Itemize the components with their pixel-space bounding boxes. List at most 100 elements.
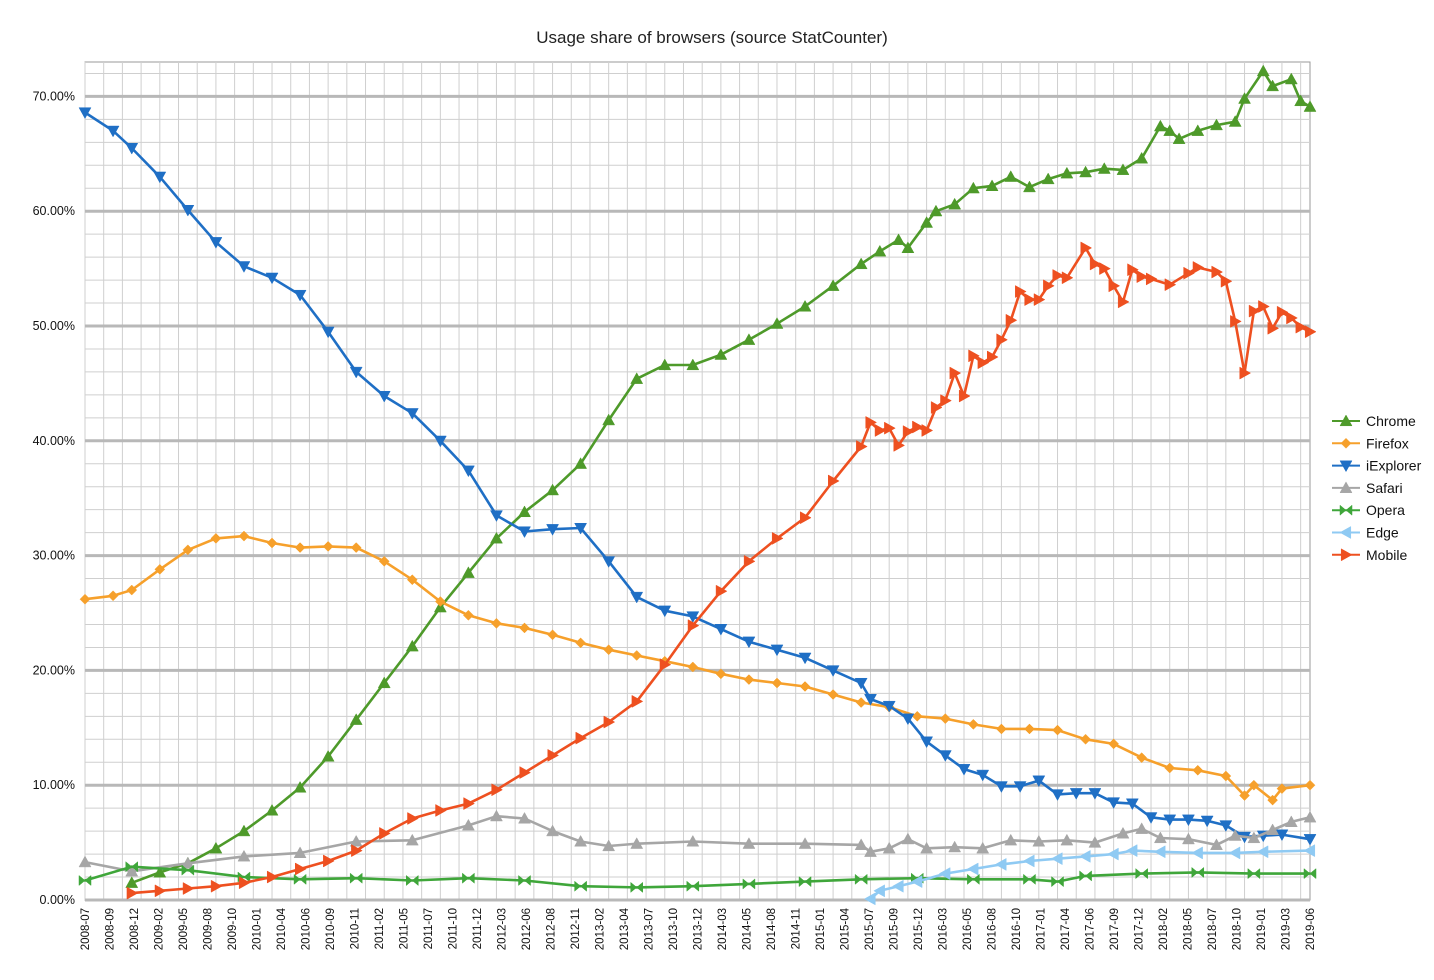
x-tick-label: 2010-11 [350,908,362,949]
x-axis-tick-labels: 2008-07 2008-09 2008-12 2009-02 2009-05 2009-… [80,907,1317,950]
x-tick-label: 2016-05 [962,908,974,950]
data-point-marker [1135,868,1148,880]
data-point-marker [1339,460,1353,473]
x-tick-label: 2012-08 [546,908,558,950]
data-point-marker [902,425,915,439]
x-tick-label: 2011-12 [472,908,484,949]
data-point-marker [920,736,934,749]
data-point-marker [154,884,167,898]
y-tick-label: 40.00% [33,434,75,448]
data-point-marker [349,713,363,725]
legend-label: Chrome [1366,413,1416,429]
data-point-marker [1182,814,1195,827]
data-point-marker [996,333,1008,347]
data-point-marker [602,839,616,852]
data-point-marker [742,837,756,849]
legend-item-firefox: Firefox [1332,435,1409,451]
legend-item-opera: Opera [1332,502,1405,518]
data-point-marker [939,713,951,724]
x-tick-label: 2010-06 [301,908,313,950]
data-point-marker [1164,278,1177,292]
x-tick-label: 2012-11 [570,908,582,949]
data-point-marker [1211,265,1224,279]
x-tick-label: 2008-07 [80,908,92,950]
series-edge [863,844,1316,906]
x-tick-label: 2012-03 [497,908,509,950]
data-point-marker [742,333,756,345]
data-point-marker [864,845,877,857]
data-point-marker [1228,115,1242,127]
data-point-marker [1284,815,1298,827]
data-point-marker [293,289,307,302]
x-tick-label: 2014-11 [791,908,803,949]
data-point-marker [994,781,1008,793]
data-point-marker [1125,798,1139,811]
data-point-marker [920,841,934,854]
data-point-marker [658,605,672,618]
y-tick-label: 0.00% [40,893,75,907]
legend-label: Edge [1366,525,1399,541]
y-axis-tick-labels: 0.00% 10.00% 20.00% 30.00% 40.00% 50.00% 60.00… [33,89,75,907]
data-point-marker [630,837,644,849]
data-point-marker [1135,151,1149,164]
data-point-marker [892,879,904,893]
data-point-marker [463,797,475,810]
data-point-marker [154,564,166,575]
data-point-marker [182,544,194,556]
data-point-marker [771,677,783,689]
data-point-marker [1228,846,1241,860]
data-point-marker [1153,119,1167,132]
data-point-marker [996,723,1007,735]
data-point-marker [1182,832,1195,845]
data-point-marker [237,261,251,273]
data-point-marker [1248,304,1261,318]
data-point-marker [929,204,943,217]
x-tick-label: 2017-06 [1085,908,1097,950]
data-point-marker [125,861,139,873]
data-point-marker [1023,180,1036,193]
data-point-marker [519,766,532,779]
data-point-marker [1192,261,1205,274]
data-point-marker [1116,826,1130,839]
x-tick-label: 2017-12 [1134,908,1146,950]
data-point-marker [826,665,840,677]
data-point-marker [574,880,587,892]
data-point-marker [1340,437,1352,449]
data-point-marker [462,872,475,884]
data-point-marker [125,876,139,888]
data-point-marker [948,840,962,853]
data-point-marker [546,824,559,837]
data-point-marker [1191,124,1205,136]
data-point-marker [546,524,559,536]
series-mobile [126,241,1317,900]
legend-item-mobile: Mobile [1332,547,1407,563]
x-tick-label: 2013-04 [619,907,631,950]
data-point-marker [1163,124,1177,136]
x-tick-label: 2014-05 [742,908,754,950]
series-firefox [79,530,1316,806]
x-tick-label: 2009-02 [154,908,166,950]
data-point-marker [1004,833,1018,846]
data-point-marker [153,171,167,184]
data-point-marker [322,541,334,552]
y-tick-label: 60.00% [33,204,75,218]
data-point-marker [714,624,728,636]
data-point-marker [1088,836,1102,848]
x-tick-label: 2015-09 [889,908,901,950]
data-point-marker [630,372,644,384]
data-point-marker [1153,831,1167,844]
data-point-marker [799,681,811,692]
data-point-marker [920,216,934,228]
data-point-marker [1145,272,1158,286]
data-point-marker [547,629,558,641]
data-point-marker [742,878,756,890]
data-point-marker [1022,854,1035,868]
plot-background [84,61,1311,901]
data-point-marker [406,874,419,887]
data-point-marker [901,713,915,726]
data-point-marker [1080,733,1091,745]
data-point-marker [1079,165,1092,178]
data-point-marker [1116,163,1130,175]
data-point-marker [948,197,962,210]
